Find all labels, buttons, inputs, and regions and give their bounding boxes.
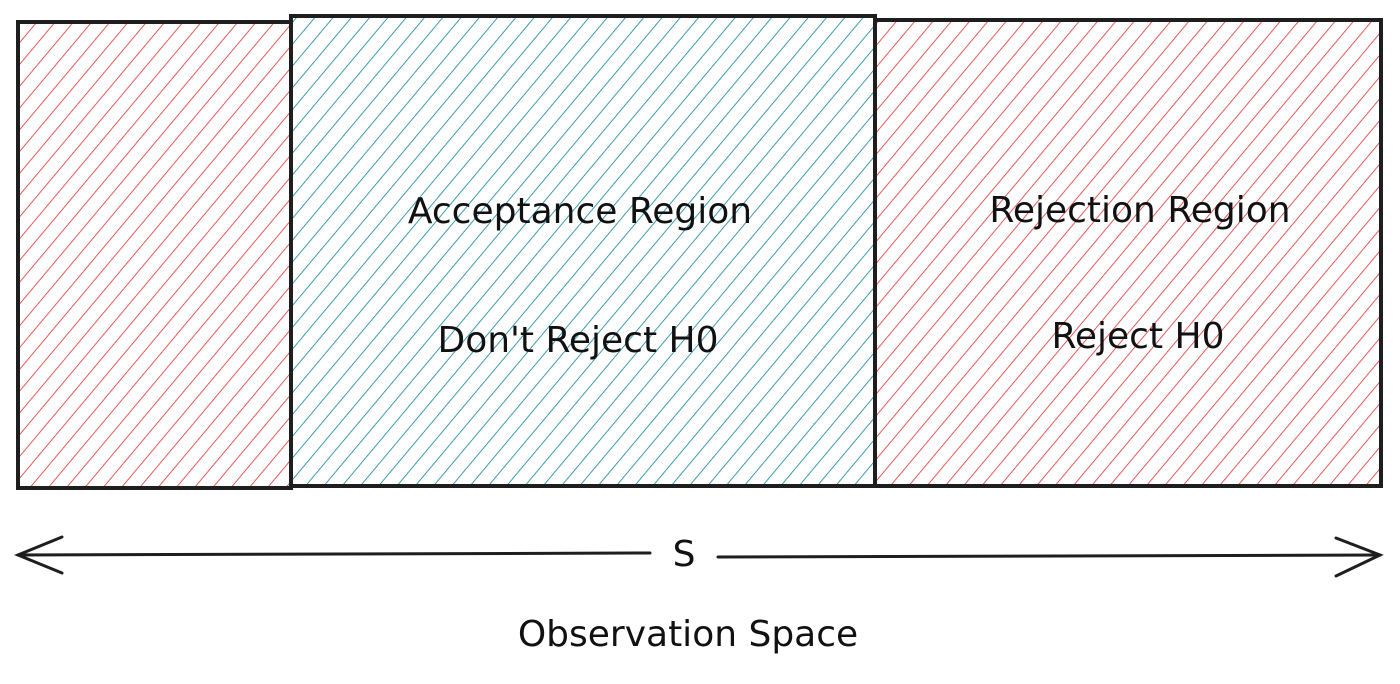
acceptance-region	[289, 14, 877, 488]
axis-line-right	[716, 553, 1382, 559]
right-rejection-region	[873, 18, 1383, 488]
axis-arrow-left-icon	[14, 535, 64, 575]
acceptance-region-title: Acceptance Region	[408, 191, 752, 232]
rejection-region-title: Rejection Region	[989, 190, 1290, 231]
axis-arrow-right-icon	[1334, 536, 1384, 578]
axis-caption: Observation Space	[518, 614, 858, 655]
axis-symbol: S	[673, 534, 696, 575]
axis-line-left	[16, 551, 652, 557]
acceptance-region-subtitle: Don't Reject H0	[437, 320, 718, 361]
left-rejection-region	[16, 20, 293, 490]
observation-axis	[14, 535, 1384, 578]
rejection-region-subtitle: Reject H0	[1051, 316, 1224, 357]
